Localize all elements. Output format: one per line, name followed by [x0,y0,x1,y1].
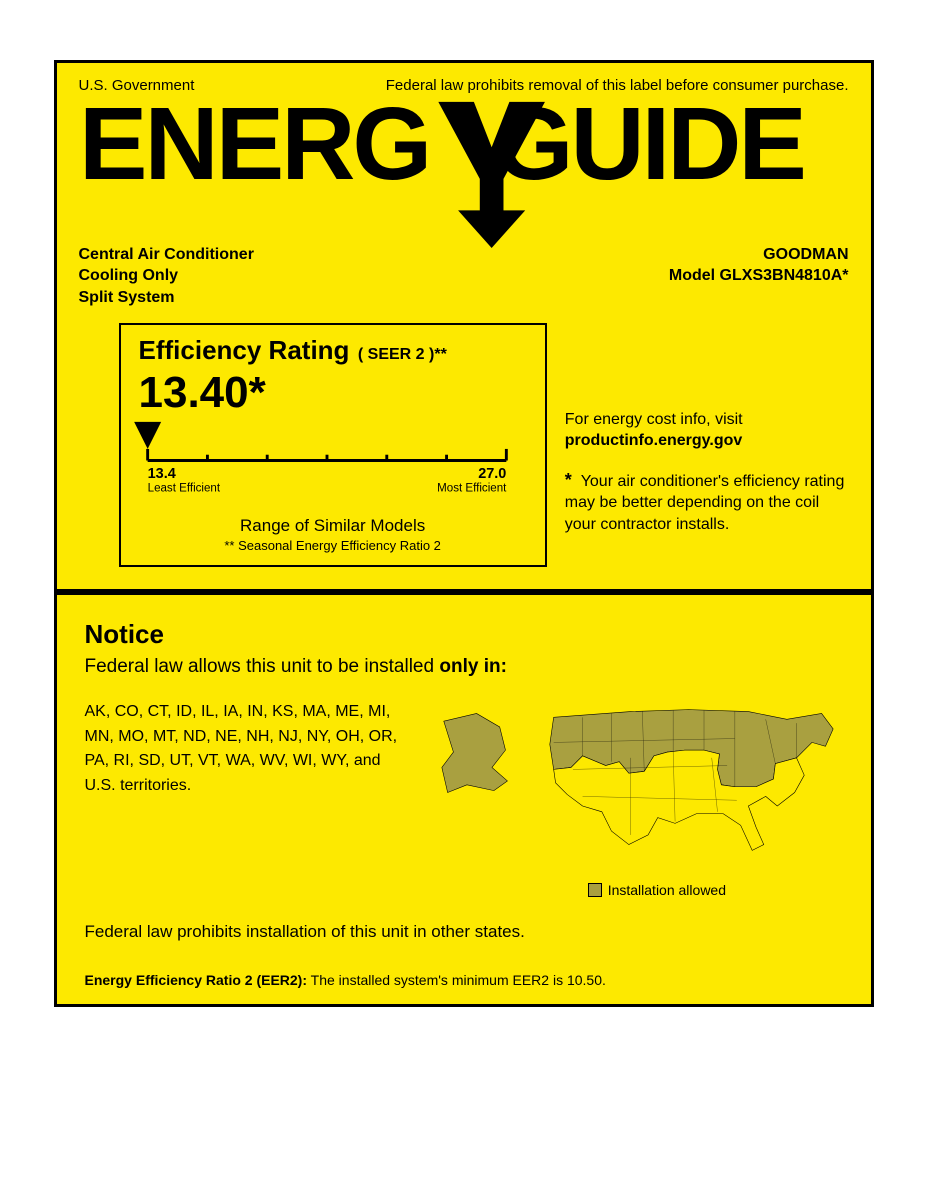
efficiency-note: * Your air conditioner's efficiency rati… [565,468,845,536]
rating-title: Efficiency Rating [139,335,350,365]
model-number: GLXS3BN4810A* [720,267,849,284]
svg-text:Least Efficient: Least Efficient [147,482,220,494]
bottom-section: Notice Federal law allows this unit to b… [57,595,871,1004]
svg-text:13.4: 13.4 [147,465,175,481]
svg-text:ENERG: ENERG [79,90,429,201]
note-text: Your air conditioner's efficiency rating… [565,473,845,533]
map-legend: Installation allowed [588,882,843,898]
scale-caption: Range of Similar Models [139,516,527,536]
notice-subtitle: Federal law allows this unit to be insta… [85,656,843,678]
scale-footnote: ** Seasonal Energy Efficiency Ratio 2 [139,538,527,553]
rating-metric: ( SEER 2 )** [358,346,447,363]
notice-subtitle-bold: only in: [439,656,507,677]
install-row: AK, CO, CT, ID, IL, IA, IN, KS, MA, ME, … [85,700,843,898]
visit-prefix: For energy cost info, visit [565,411,743,428]
notice-subtitle-pre: Federal law allows this unit to be insta… [85,656,440,677]
eer-line: Energy Efficiency Ratio 2 (EER2): The in… [85,972,843,988]
energy-guide-label: U.S. Government Federal law prohibits re… [54,60,874,1007]
notice-title: Notice [85,619,843,650]
states-list: AK, CO, CT, ID, IL, IA, IN, KS, MA, ME, … [85,700,416,799]
asterisk-icon: * [565,470,572,490]
product-system: Split System [79,287,254,309]
efficiency-scale: 13.4 27.0 Least Efficient Most Efficient [111,420,535,502]
legend-swatch-icon [588,883,602,897]
rating-row: Efficiency Rating ( SEER 2 )** 13.40* [79,323,849,589]
top-section: U.S. Government Federal law prohibits re… [57,63,871,595]
product-mode: Cooling Only [79,265,254,287]
svg-text:27.0: 27.0 [478,465,506,481]
side-info: For energy cost info, visit productinfo.… [565,323,849,536]
svg-text:Most Efficient: Most Efficient [437,482,507,494]
us-map: Installation allowed [438,700,843,898]
visit-url: productinfo.energy.gov [565,432,742,449]
eer-text: The installed system's minimum EER2 is 1… [307,972,606,988]
prohibit-text: Federal law prohibits installation of th… [85,922,843,942]
legend-label: Installation allowed [608,882,726,898]
energyguide-logo: ENERG GUIDE [79,90,849,258]
efficiency-rating-box: Efficiency Rating ( SEER 2 )** 13.40* [119,323,547,567]
model-prefix: Model [669,267,720,284]
model: Model GLXS3BN4810A* [669,265,849,287]
visit-block: For energy cost info, visit productinfo.… [565,409,845,452]
rating-value: 13.40* [139,368,527,418]
eer-label: Energy Efficiency Ratio 2 (EER2): [85,972,308,988]
